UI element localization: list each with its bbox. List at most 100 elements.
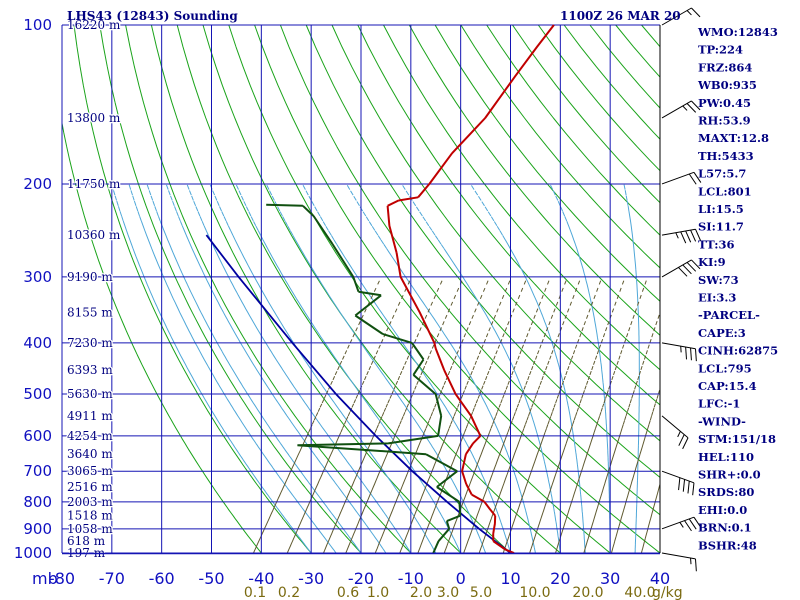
- height-label-halo: 4911 m: [67, 409, 113, 423]
- height-label: 3065 m: [67, 464, 113, 478]
- height-label: 5630 m: [67, 387, 113, 401]
- index-item: FRZ:864: [698, 60, 752, 74]
- wind-barb-feather: [695, 229, 701, 241]
- index-item: TP:224: [698, 43, 743, 57]
- dry-adiabat: [615, 24, 661, 78]
- parcel-path: [205, 234, 512, 554]
- index-item: EHI:0.0: [698, 503, 747, 517]
- height-label: 4911 m: [67, 409, 113, 423]
- index-item: CAP:15.4: [698, 379, 757, 393]
- moist-adiabat: [209, 183, 437, 554]
- height-label: 13800 m: [67, 111, 121, 125]
- height-label-halo: 10360 m: [67, 228, 121, 242]
- dry-adiabat: [460, 24, 661, 269]
- temperature-profile: [386, 24, 555, 554]
- mixing-ratio-label: 3.0: [437, 585, 459, 600]
- wind-barb-feather: [686, 262, 697, 272]
- index-item: SHR+:0.0: [698, 468, 761, 482]
- index-item: TH:5433: [698, 149, 754, 163]
- height-label: 618 m: [67, 534, 106, 548]
- wind-barb-feather: [678, 434, 685, 446]
- index-item: SI:11.7: [698, 220, 744, 234]
- wind-barb-feather: [685, 347, 688, 360]
- height-label: 1058 m: [67, 522, 113, 536]
- wind-barb-feather: [687, 481, 690, 494]
- temperature-tick-label: -30: [298, 569, 324, 588]
- index-item: WMO:12843: [697, 25, 778, 39]
- height-label: 4254 m: [67, 429, 113, 443]
- height-label-halo: 5630 m: [67, 387, 113, 401]
- mixing-ratio-label: 0.2: [278, 585, 300, 600]
- height-label: 16220 m: [67, 18, 121, 32]
- dry-adiabat: [434, 24, 661, 302]
- index-item: LFC:-1: [698, 397, 740, 411]
- valid-time: 1100Z 26 MAR 20: [560, 9, 681, 23]
- mixing-ratio-label: 0.1: [244, 585, 266, 600]
- temperature-tick-label: -70: [99, 569, 125, 588]
- temperature-line: [386, 24, 555, 554]
- temperature-tick-label: -60: [149, 569, 175, 588]
- index-item: BRN:0.1: [698, 521, 752, 535]
- height-label-halo: 2003 m: [67, 495, 113, 509]
- temperature-tick-label: 10: [500, 569, 520, 588]
- wind-barb-feather: [682, 437, 689, 450]
- height-label: 1518 m: [67, 509, 113, 523]
- mixing-ratio-line: [502, 276, 603, 554]
- mixing-ratio-label: 10.0: [519, 585, 550, 600]
- height-label-halo: 4254 m: [67, 429, 113, 443]
- height-label-halo: 3065 m: [67, 464, 113, 478]
- index-item: MAXT:12.8: [698, 131, 769, 145]
- dewpoint-line: [266, 203, 462, 554]
- dry-adiabat: [486, 24, 661, 236]
- wind-barb-feather: [691, 7, 701, 18]
- mixing-ratio-label: 5.0: [470, 585, 492, 600]
- wind-barb-half-feather: [679, 522, 684, 528]
- temperature-tick-label: -80: [49, 569, 75, 588]
- wind-barb-shaft: [661, 342, 696, 350]
- pressure-tick-label: 100: [23, 16, 52, 34]
- wind-barb-feather: [684, 520, 692, 532]
- wind-barb-feather: [694, 348, 697, 362]
- wind-barb-feather: [678, 267, 688, 277]
- dry-adiabat: [589, 24, 661, 109]
- wind-barb-feather: [693, 516, 702, 528]
- index-item: -WIND-: [698, 414, 746, 428]
- pressure-tick-label: 500: [23, 385, 52, 403]
- pressure-tick-label: 600: [23, 427, 52, 445]
- height-label-halo: 3640 m: [67, 447, 113, 461]
- mixing-ratio-line: [583, 312, 661, 554]
- height-label: 2516 m: [67, 480, 113, 494]
- index-item: STM:151/18: [698, 432, 776, 446]
- mixing-ratio-line: [529, 276, 626, 554]
- height-label-halo: 6393 m: [67, 363, 113, 377]
- wind-barb-feather: [686, 103, 697, 113]
- mixing-ratio-line: [463, 276, 569, 554]
- wind-barb-feather: [694, 558, 697, 572]
- mixing-ratio-unit-label: g/kg: [652, 585, 683, 600]
- pressure-tick-label: 700: [23, 462, 52, 480]
- mixing-ratio-label: 20.0: [572, 585, 603, 600]
- height-label-halo: 13800 m: [67, 111, 121, 125]
- wind-barb-shaft: [661, 7, 692, 26]
- temperature-tick-label: 20: [550, 569, 570, 588]
- wind-barb-shaft: [661, 552, 696, 560]
- index-item: HEL:110: [698, 450, 754, 464]
- wind-barb-feather: [678, 477, 681, 491]
- index-item: SW:73: [698, 273, 739, 287]
- wind-barb-half-feather: [682, 105, 688, 111]
- wind-barb-feather: [685, 230, 692, 243]
- wind-barb-shaft: [661, 415, 689, 439]
- wind-barb-half-feather: [675, 232, 679, 239]
- wind-barb-feather: [682, 479, 686, 492]
- wind-barb-shaft: [661, 100, 692, 119]
- wind-barb-shaft: [661, 259, 692, 278]
- wind-barb-feather: [693, 172, 702, 183]
- pressure-tick-label: 900: [23, 520, 52, 538]
- mixing-ratio-label: 1.0: [367, 585, 389, 600]
- index-item: CINH:62875: [698, 344, 778, 358]
- dry-adiabat: [641, 24, 661, 48]
- mixing-ratio-label: 2.0: [410, 585, 432, 600]
- temperature-tick-label: -20: [348, 569, 374, 588]
